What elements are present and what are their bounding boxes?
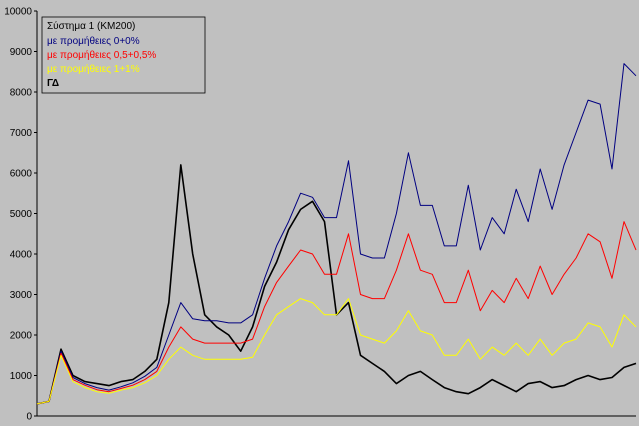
legend-entry-0: με προμήθειες 0+0% [47,35,140,47]
legend: Σύστημα 1 (ΚΜ200) με προμήθειες 0+0% με … [41,16,206,94]
legend-entry-3: ΓΔ [47,78,59,89]
legend-entry-2: με προμήθειες 1+1% [47,63,140,75]
legend-title: Σύστημα 1 (ΚΜ200) [47,20,135,32]
series-layer [36,63,637,405]
series-line-2 [36,298,637,405]
series-line-0 [36,63,637,405]
legend-box [41,16,206,94]
y-tick-label: 2000 [10,331,33,342]
y-axis: 0 1000 2000 3000 4000 5000 6000 7000 8000 9000 100… [4,7,636,423]
y-tick-label: 4000 [10,250,33,261]
y-tick-label: 8000 [10,88,33,99]
y-tick-label: 9000 [10,47,33,58]
y-tick-label: 10000 [4,7,32,18]
y-tick-label: 3000 [10,290,33,301]
y-tick-label: 1000 [10,371,33,382]
y-tick-label: 7000 [10,128,33,139]
legend-entry-1: με προμήθειες 0,5+0,5% [47,49,156,61]
series-line-3 [36,164,637,405]
y-tick-label: 0 [26,412,32,423]
series-line-1 [36,221,637,405]
y-tick-label: 6000 [10,169,33,180]
y-tick-label: 5000 [10,209,33,220]
